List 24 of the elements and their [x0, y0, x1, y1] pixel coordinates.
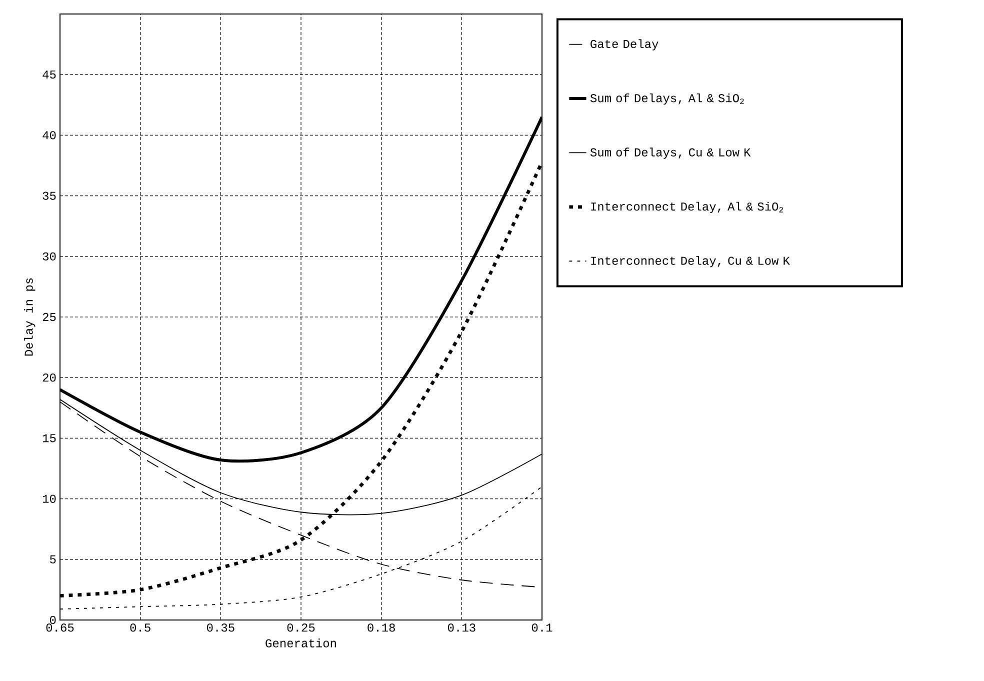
- y-tick-label: 10: [42, 494, 56, 503]
- y-tick-label: 35: [42, 192, 56, 200]
- x-tick-label: 0.35: [206, 624, 234, 632]
- x-tick-label: 0.13: [448, 624, 476, 632]
- y-tick-label: 30: [42, 252, 56, 260]
- legend-label: Interconnect Delay, Al & SiO$_{2}$: [591, 202, 783, 214]
- y-tick-label: 25: [42, 312, 56, 322]
- x-tick-label: 0.65: [46, 624, 74, 632]
- y-tick-label: 45: [42, 70, 56, 79]
- x-axis-title: Generation: [266, 638, 336, 648]
- x-tick-label: 0.1: [532, 624, 552, 632]
- y-tick-label: 15: [42, 434, 56, 442]
- legend-label: Sum of Delays, Cu & Low K: [590, 148, 751, 159]
- x-tick-label: 0.25: [287, 624, 315, 632]
- legend-label: Sum of Delays, Al & SiO$_{2}$: [590, 93, 744, 105]
- y-tick-label: 20: [42, 374, 56, 382]
- y-tick-label: 0: [50, 616, 56, 624]
- legend-label: Interconnect Delay, Cu & Low K: [591, 256, 790, 268]
- x-tick-label: 0.18: [368, 624, 395, 632]
- y-axis-title: Delay in ps: [24, 278, 36, 356]
- x-tick-label: 0.5: [130, 624, 150, 632]
- legend-label: Gate Delay: [590, 39, 658, 50]
- y-tick-label: 40: [42, 131, 56, 140]
- y-tick-label: 5: [50, 555, 56, 564]
